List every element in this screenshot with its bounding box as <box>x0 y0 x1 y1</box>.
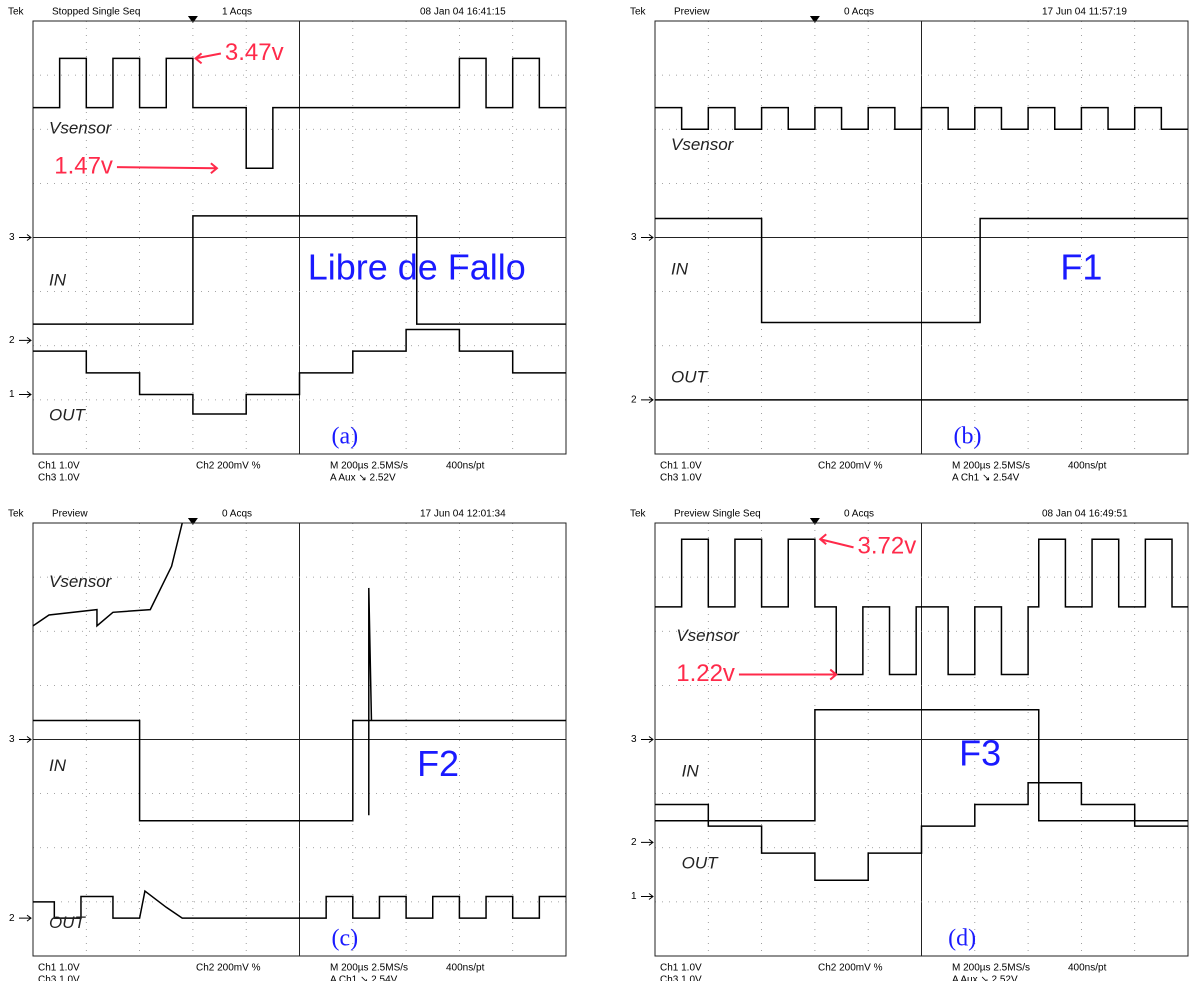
footer-ch1: Ch1 1.0V <box>660 963 702 974</box>
voltage-annotation: 3.47v <box>225 39 284 66</box>
marker-arrow <box>641 235 653 241</box>
date: 08 Jan 04 16:41:15 <box>420 7 506 18</box>
footer-rate: 400ns/pt <box>1068 963 1107 974</box>
footer-trigger: A Ch1 ↘ 2.54V <box>330 975 398 981</box>
footer-ch3: Ch3 1.0V <box>38 975 80 981</box>
in-label: IN <box>49 270 67 289</box>
footer-timebase: M 200µs 2.5MS/s <box>330 461 408 472</box>
marker-arrow <box>19 235 31 241</box>
footer-ch3: Ch3 1.0V <box>660 473 702 484</box>
date: 17 Jun 04 12:01:34 <box>420 509 506 520</box>
footer-ch3: Ch3 1.0V <box>38 473 80 484</box>
vsensor-label: Vsensor <box>676 626 740 645</box>
channel-marker: 2 <box>9 335 15 346</box>
in-label: IN <box>671 259 689 278</box>
in-label: IN <box>49 756 67 775</box>
footer-ch2: Ch2 200mV % <box>818 963 883 974</box>
voltage-annotation: 1.22v <box>676 660 735 687</box>
footer-timebase: M 200µs 2.5MS/s <box>952 461 1030 472</box>
footer-ch2: Ch2 200mV % <box>196 461 261 472</box>
channel-marker: 2 <box>631 837 637 848</box>
footer-rate: 400ns/pt <box>446 963 485 974</box>
scope-panel: Tek Preview 0 Acqs 17 Jun 04 12:01:34 3 2 Vsen… <box>8 509 566 981</box>
marker-arrow <box>19 915 31 921</box>
date: 08 Jan 04 16:49:51 <box>1042 509 1128 520</box>
scope-panel: Tek Stopped Single Seq 1 Acqs 08 Jan 04 16:… <box>8 7 566 484</box>
marker-arrow <box>19 337 31 343</box>
case-title: Libre de Fallo <box>308 246 526 287</box>
footer-trigger: A Aux ↘ 2.52V <box>330 473 396 484</box>
case-title: F1 <box>1060 246 1102 287</box>
acquisitions: 0 Acqs <box>844 7 874 18</box>
panel-tag: (a) <box>331 423 358 449</box>
footer-trigger: A Aux ↘ 2.52V <box>952 975 1018 981</box>
scope-panel: Tek Preview Single Seq 0 Acqs 08 Jan 04 16:… <box>630 509 1188 981</box>
channel-marker: 2 <box>9 913 15 924</box>
footer-ch2: Ch2 200mV % <box>818 461 883 472</box>
footer-ch1: Ch1 1.0V <box>660 461 702 472</box>
annotation-arrow <box>117 163 217 173</box>
channel-marker: 1 <box>631 891 637 902</box>
footer-ch1: Ch1 1.0V <box>38 461 80 472</box>
out-label: OUT <box>49 406 87 425</box>
waveform <box>655 108 1188 130</box>
panel-tag: (d) <box>948 925 976 951</box>
status: Stopped Single Seq <box>52 7 140 18</box>
voltage-annotation: 3.72v <box>858 533 917 560</box>
marker-arrow <box>641 839 653 845</box>
marker-arrow <box>641 893 653 899</box>
channel-marker: 3 <box>9 734 15 745</box>
status: Preview <box>674 7 710 18</box>
footer-timebase: M 200µs 2.5MS/s <box>330 963 408 974</box>
brand: Tek <box>8 509 25 520</box>
brand: Tek <box>630 509 647 520</box>
marker-arrow <box>19 391 31 397</box>
case-title: F2 <box>417 743 459 784</box>
footer-ch2: Ch2 200mV % <box>196 963 261 974</box>
marker-arrow <box>641 737 653 743</box>
channel-marker: 3 <box>631 734 637 745</box>
marker-arrow <box>19 737 31 743</box>
footer-trigger: A Ch1 ↘ 2.54V <box>952 473 1020 484</box>
footer-ch1: Ch1 1.0V <box>38 963 80 974</box>
footer-rate: 400ns/pt <box>446 461 485 472</box>
vsensor-label: Vsensor <box>49 119 113 138</box>
footer-ch3: Ch3 1.0V <box>660 975 702 981</box>
channel-marker: 2 <box>631 395 637 406</box>
acquisitions: 0 Acqs <box>844 509 874 520</box>
date: 17 Jun 04 11:57:19 <box>1042 7 1127 18</box>
figure: Tek Stopped Single Seq 1 Acqs 08 Jan 04 16:… <box>0 0 1193 981</box>
channel-marker: 3 <box>631 232 637 243</box>
brand: Tek <box>8 7 25 18</box>
channel-marker: 1 <box>9 389 15 400</box>
annotation-arrow <box>739 670 836 680</box>
out-label: OUT <box>682 853 720 872</box>
vsensor-label: Vsensor <box>49 572 113 591</box>
waveform <box>369 588 372 815</box>
case-title: F3 <box>959 732 1001 773</box>
voltage-annotation: 1.47v <box>54 152 113 179</box>
marker-arrow <box>641 397 653 403</box>
panel-tag: (b) <box>953 423 981 449</box>
status: Preview Single Seq <box>674 509 761 520</box>
annotation-arrow <box>820 534 853 547</box>
footer-timebase: M 200µs 2.5MS/s <box>952 963 1030 974</box>
in-label: IN <box>682 761 700 780</box>
out-label: OUT <box>49 913 87 932</box>
vsensor-label: Vsensor <box>671 135 735 154</box>
panel-tag: (c) <box>331 925 358 951</box>
brand: Tek <box>630 7 647 18</box>
acquisitions: 1 Acqs <box>222 7 252 18</box>
footer-rate: 400ns/pt <box>1068 461 1107 472</box>
annotation-arrow <box>196 53 221 63</box>
channel-marker: 3 <box>9 232 15 243</box>
acquisitions: 0 Acqs <box>222 509 252 520</box>
status: Preview <box>52 509 88 520</box>
out-label: OUT <box>671 368 709 387</box>
scope-panel: Tek Preview 0 Acqs 17 Jun 04 11:57:19 3 2 Vsen… <box>630 7 1188 484</box>
